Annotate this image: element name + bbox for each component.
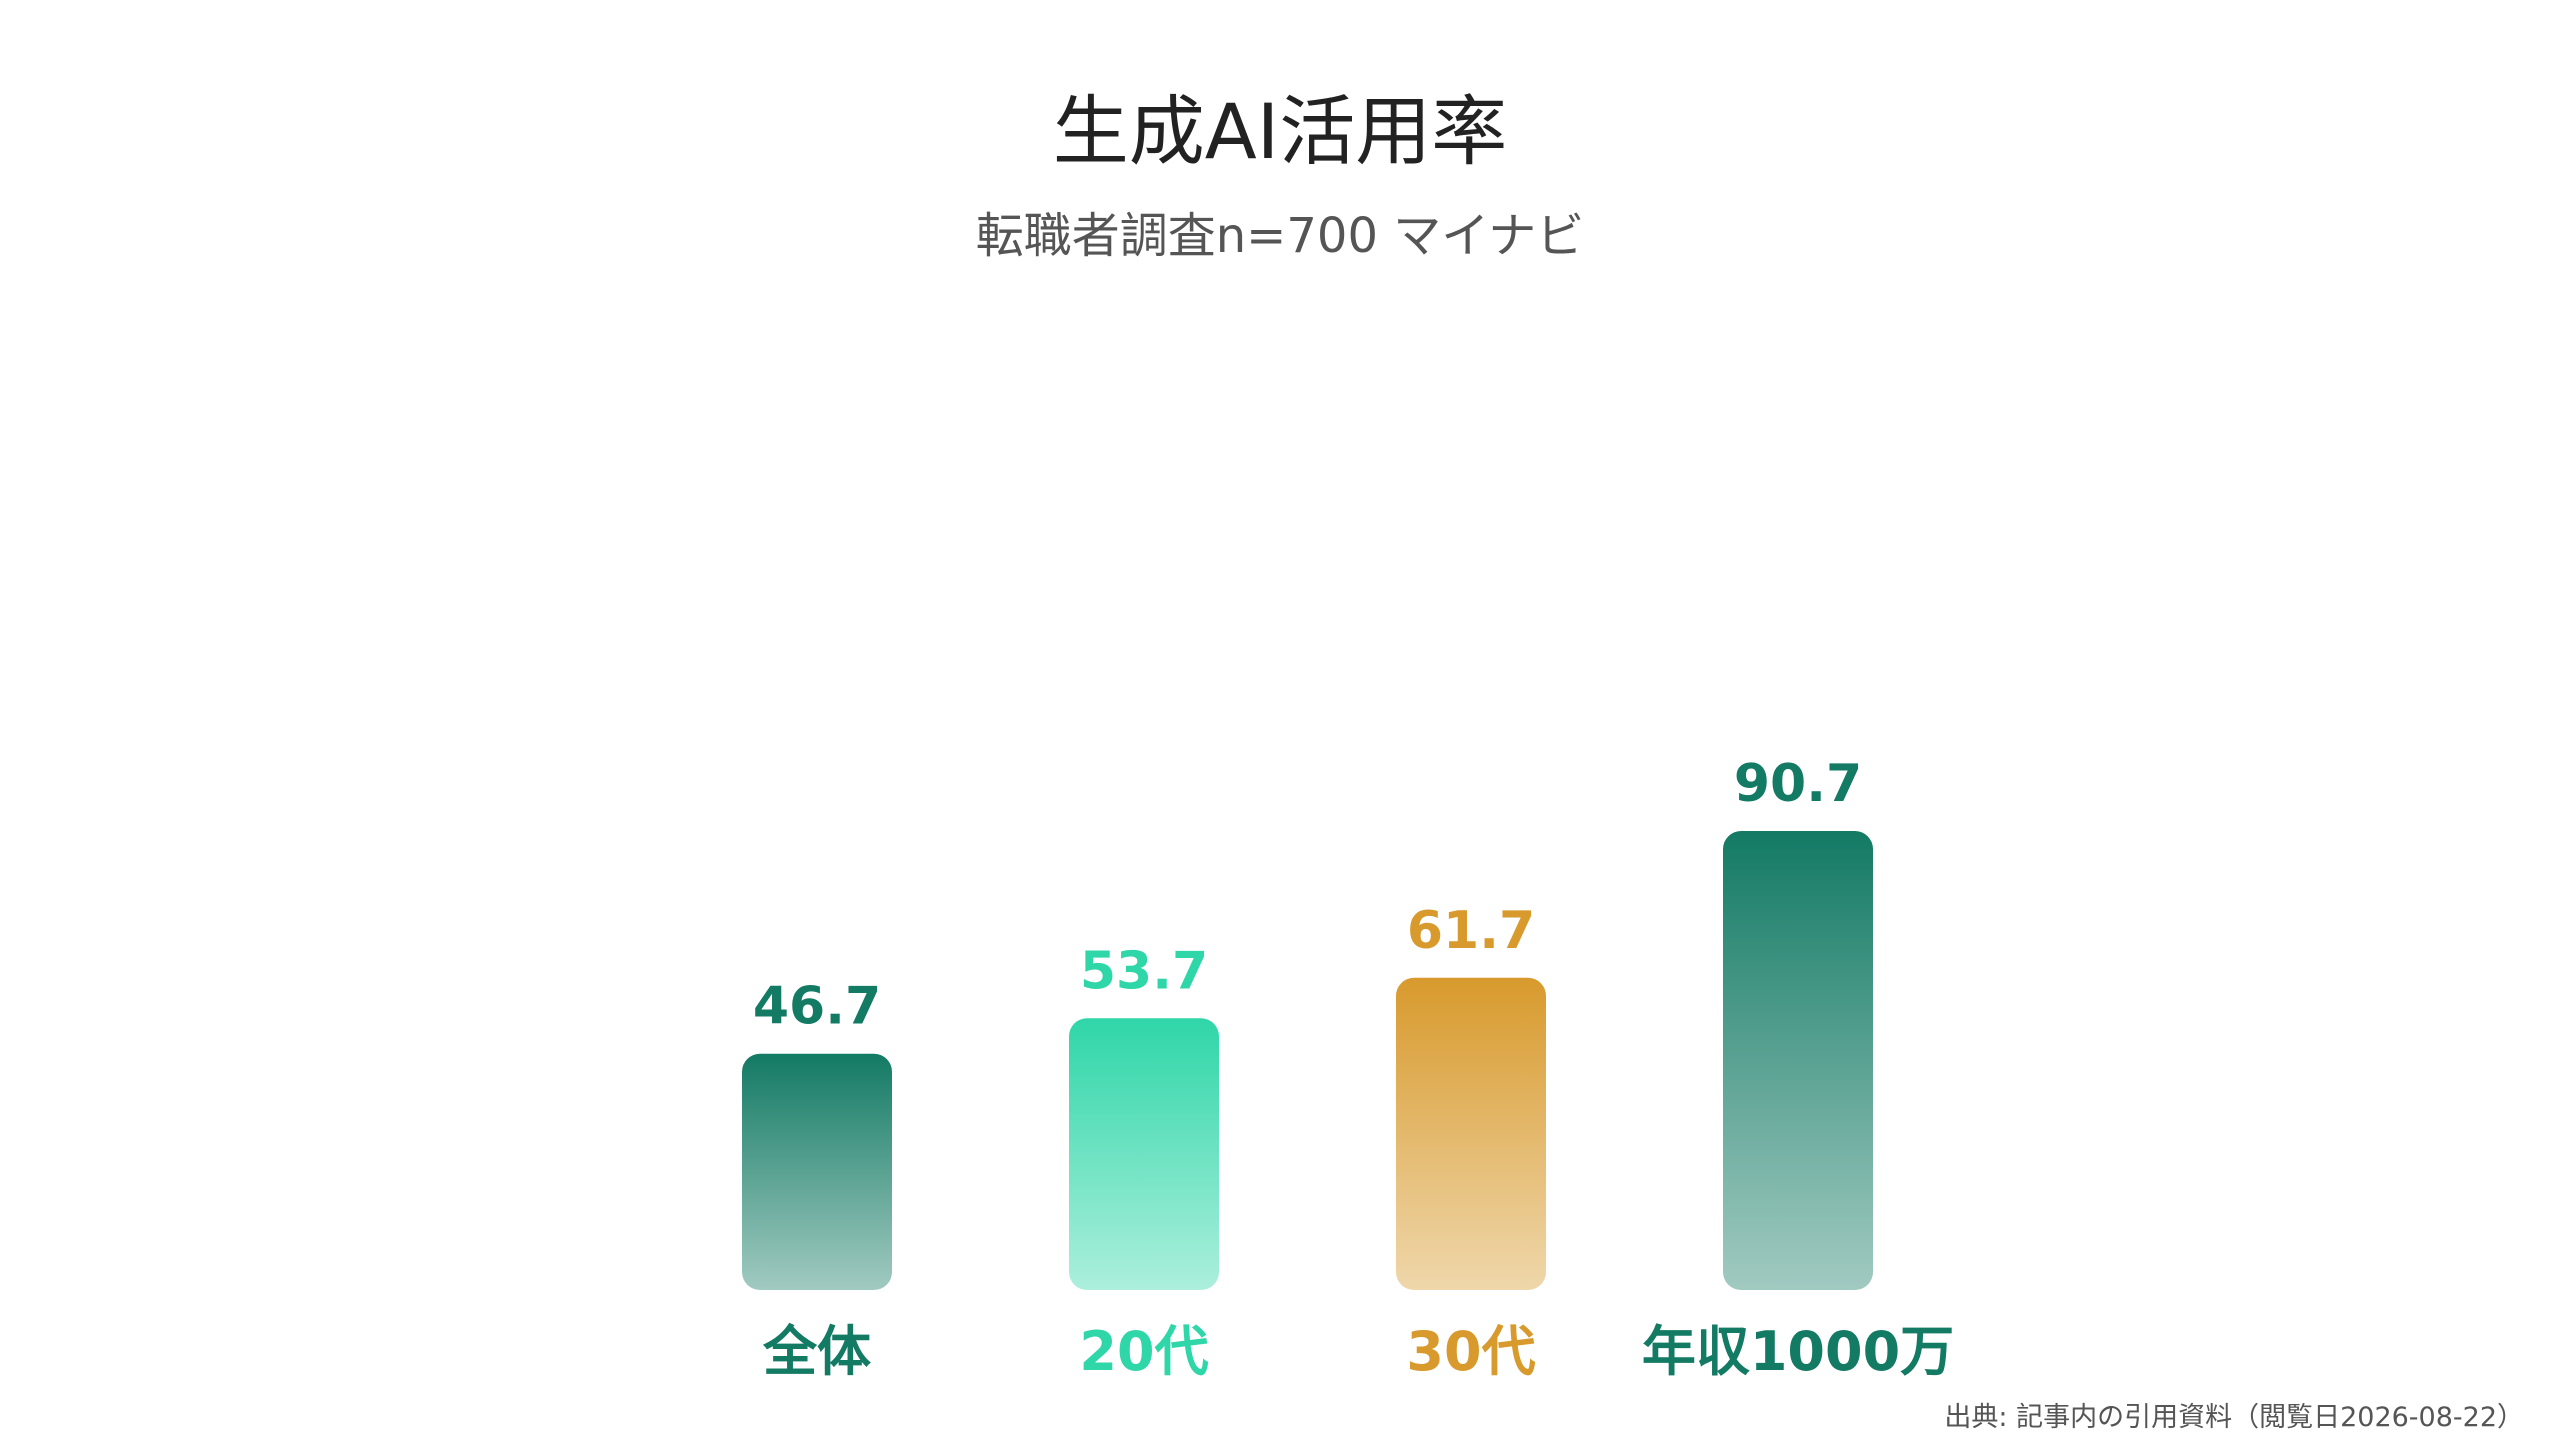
data-label-3: 90.7 bbox=[1734, 754, 1862, 814]
source-note: 出典: 記事内の引用資料（閲覧日2026-08-22） bbox=[1944, 1402, 2524, 1433]
chart-subtitle: 転職者調査n=700 マイナビ bbox=[975, 208, 1585, 264]
data-label-0: 46.7 bbox=[753, 977, 881, 1037]
bar-0 bbox=[742, 1053, 892, 1290]
category-label-3: 年収1000万 bbox=[1642, 1320, 1954, 1383]
data-label-2: 61.7 bbox=[1407, 901, 1535, 961]
chart-title: 生成AI活用率 bbox=[1052, 87, 1508, 176]
bar-3 bbox=[1723, 831, 1873, 1290]
category-label-0: 全体 bbox=[762, 1320, 871, 1383]
category-label-2: 30代 bbox=[1406, 1320, 1535, 1383]
bar-1 bbox=[1069, 1018, 1219, 1290]
bar-2 bbox=[1396, 977, 1546, 1290]
data-label-1: 53.7 bbox=[1080, 941, 1208, 1001]
category-label-1: 20代 bbox=[1079, 1320, 1208, 1383]
